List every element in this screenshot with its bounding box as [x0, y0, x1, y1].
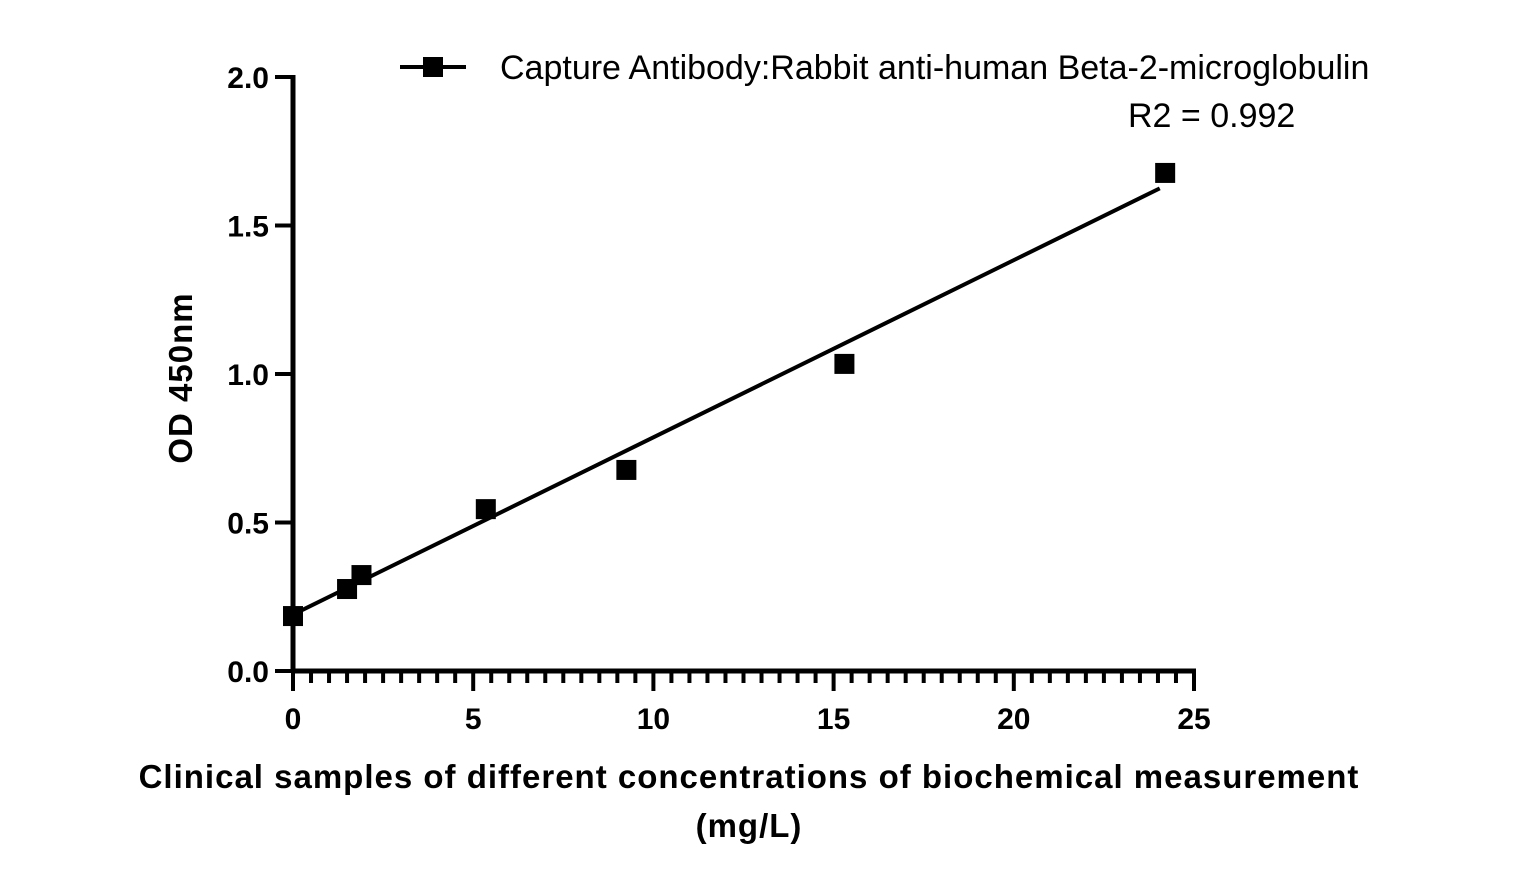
y-tick-label: 1.5: [227, 211, 269, 244]
r2-annotation: R2 = 0.992: [1128, 97, 1295, 135]
y-tick-label: 0.5: [227, 508, 269, 541]
legend-label: Capture Antibody:Rabbit anti-human Beta-…: [500, 49, 1369, 87]
plot-area: [283, 162, 1176, 627]
data-point: [283, 606, 303, 627]
data-point: [351, 565, 372, 586]
x-tick-label: 15: [817, 703, 850, 736]
y-axis-label: OD 450nm: [162, 292, 199, 463]
data-point: [616, 459, 637, 480]
x-tick-label: 10: [637, 703, 670, 736]
data-point: [834, 353, 855, 374]
data-point: [475, 499, 496, 520]
legend-marker: [423, 57, 443, 77]
x-tick-label: 25: [1177, 703, 1210, 736]
y-tick-label: 2.0: [227, 62, 269, 95]
data-point: [1155, 162, 1176, 183]
x-axis-label-line2: (mg/L): [696, 807, 803, 844]
x-axis-label-line1: Clinical samples of different concentrat…: [139, 758, 1360, 795]
x-tick-label: 5: [465, 703, 482, 736]
x-tick-label: 0: [285, 703, 302, 736]
fit-line: [292, 186, 1161, 617]
x-tick-label: 20: [997, 703, 1030, 736]
axes: 0 5 10 15 20 25 0.0 0.5 1.0 1.5 2.0: [227, 62, 1210, 736]
y-tick-label: 1.0: [227, 359, 269, 392]
legend: Capture Antibody:Rabbit anti-human Beta-…: [400, 49, 1369, 87]
y-tick-label: 0.0: [227, 656, 269, 689]
